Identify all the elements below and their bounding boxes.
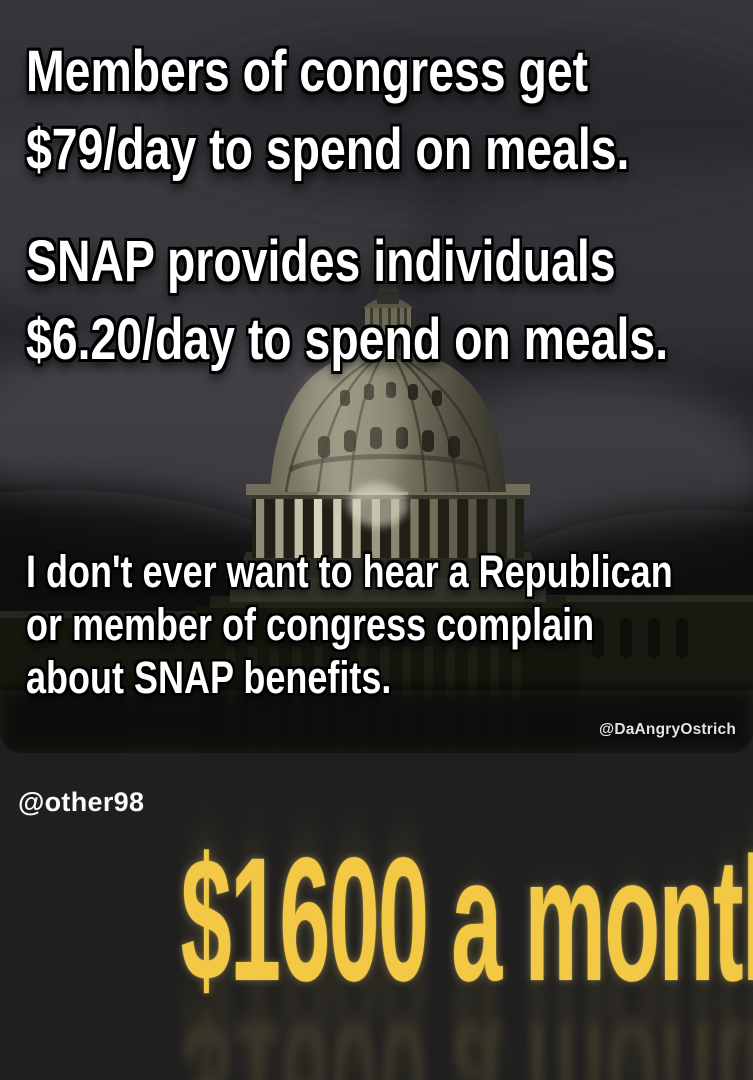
- statement-line: or member of congress complain: [26, 599, 595, 650]
- stat-line: $6.20/day to spend on meals.: [26, 307, 669, 372]
- amount-banner: $1600 a month $1600 a month $1600 a mont…: [0, 774, 753, 1080]
- meme-image-card: Members of congress get $79/day to spend…: [0, 0, 753, 753]
- stat-line: $79/day to spend on meals.: [26, 117, 630, 182]
- statement-line: about SNAP benefits.: [26, 652, 392, 703]
- statement-line: I don't ever want to hear a Republican: [26, 546, 673, 597]
- statement-block: I don't ever want to hear a Republican o…: [26, 545, 673, 704]
- watermark-handle: @DaAngryOstrich: [599, 721, 736, 738]
- bottom-vignette: [0, 690, 753, 753]
- stat-line: Members of congress get: [26, 39, 589, 104]
- author-handle: @other98: [18, 787, 145, 817]
- stat-block-congress: Members of congress get $79/day to spend…: [26, 33, 629, 189]
- stat-block-snap: SNAP provides individuals $6.20/day to s…: [26, 223, 668, 379]
- amount-banner-text: $1600 a month: [180, 822, 753, 1018]
- stat-line: SNAP provides individuals: [26, 229, 616, 294]
- capitol-illustration: [0, 0, 753, 753]
